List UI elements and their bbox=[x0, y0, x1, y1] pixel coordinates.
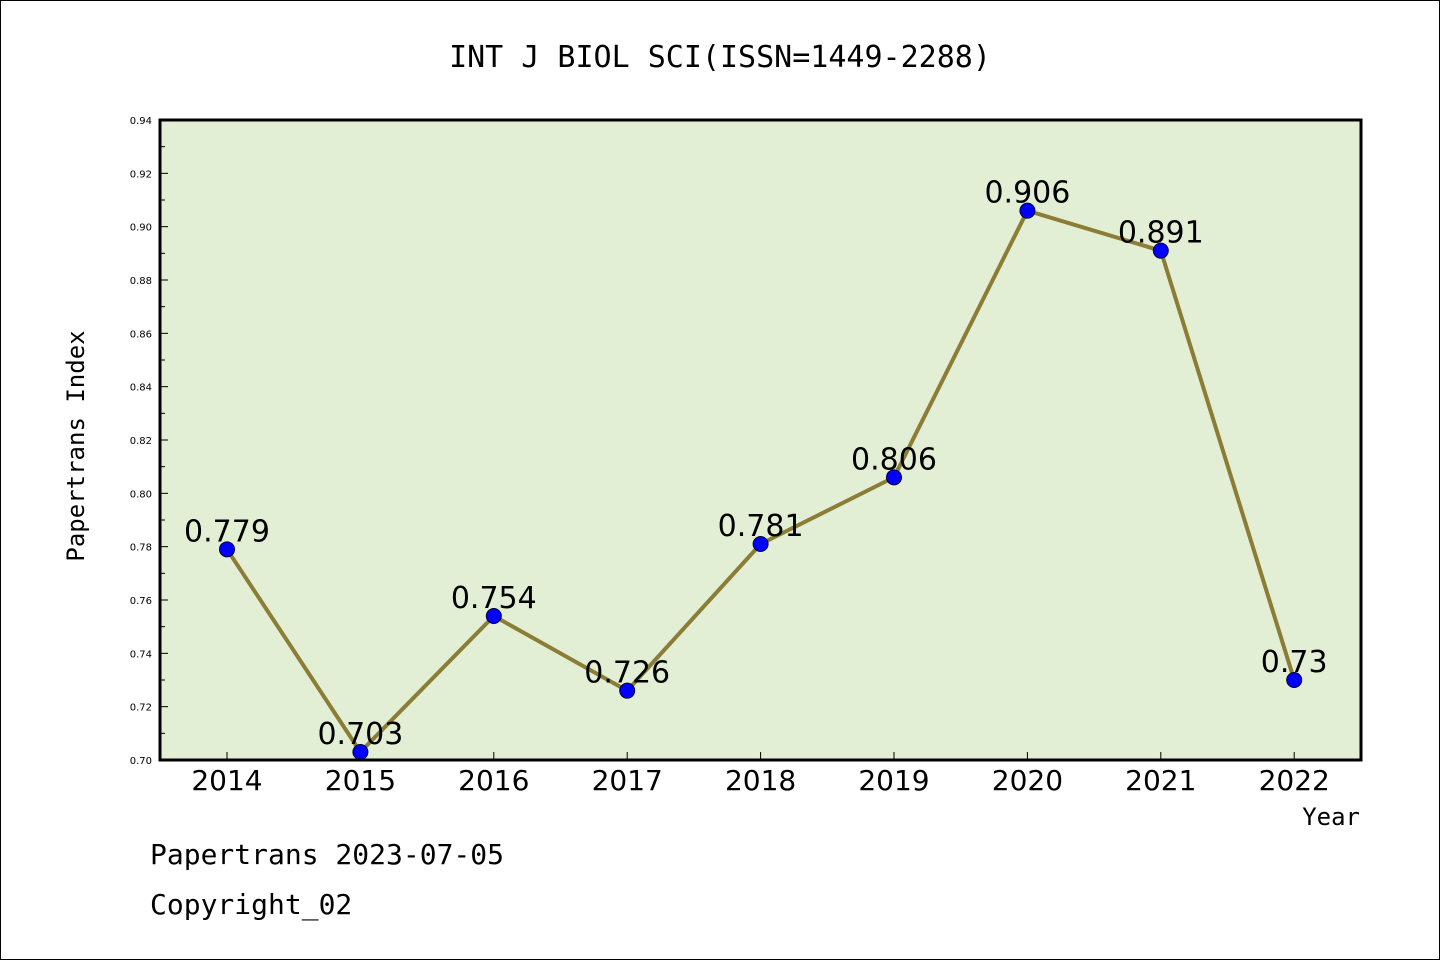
data-points bbox=[219, 202, 1303, 760]
x-axis-ticks: 2014 2015 2016 2017 2018 2019 2020 2021 2022 bbox=[191, 752, 1330, 797]
data-label: 0.726 bbox=[584, 656, 670, 691]
data-point bbox=[1152, 242, 1169, 259]
x-tick-label: 2018 bbox=[725, 764, 796, 797]
x-tick-label: 2014 bbox=[191, 764, 262, 797]
data-label: 0.781 bbox=[718, 509, 804, 544]
plot-border bbox=[158, 118, 1363, 762]
y-tick-label: 0.88 bbox=[130, 276, 152, 287]
y-tick-label: 0.90 bbox=[130, 223, 152, 234]
footer-copyright: Copyright_02 bbox=[150, 888, 352, 922]
data-point bbox=[752, 536, 769, 552]
data-label: 0.73 bbox=[1261, 645, 1328, 680]
y-tick-label: 0.82 bbox=[130, 436, 152, 447]
y-tick-label: 0.84 bbox=[130, 383, 152, 394]
y-tick-label: 0.74 bbox=[130, 649, 152, 660]
data-point bbox=[1019, 202, 1036, 219]
data-point bbox=[219, 541, 235, 558]
y-tick-label: 0.80 bbox=[130, 489, 152, 500]
data-label: 0.906 bbox=[984, 176, 1070, 211]
chart-title: INT J BIOL SCI(ISSN=1449-2288) bbox=[449, 40, 991, 75]
y-tick-label: 0.92 bbox=[130, 169, 152, 180]
x-tick-label: 2015 bbox=[325, 764, 396, 797]
footer-date: Papertrans 2023-07-05 bbox=[150, 838, 504, 871]
y-axis-ticks: 0.70 0.72 0.74 0.76 0.78 0.80 0.82 0.84 0.86 0.88… bbox=[130, 116, 168, 767]
data-labels: 0.779 0.703 0.754 0.726 0.781 0.806 0.906 0.891… bbox=[184, 176, 1328, 752]
data-label: 0.891 bbox=[1118, 216, 1204, 251]
x-tick-label: 2016 bbox=[458, 764, 529, 797]
x-tick-label: 2021 bbox=[1125, 764, 1196, 797]
y-tick-label: 0.86 bbox=[130, 329, 152, 340]
y-tick-label: 0.78 bbox=[130, 543, 152, 554]
y-tick-label: 0.76 bbox=[130, 596, 152, 607]
x-tick-label: 2019 bbox=[858, 764, 929, 797]
x-tick-label: 2020 bbox=[992, 764, 1063, 797]
x-tick-label: 2017 bbox=[592, 764, 663, 797]
data-label: 0.703 bbox=[317, 717, 403, 752]
data-point bbox=[886, 469, 902, 486]
data-point bbox=[485, 608, 502, 624]
y-axis-label: Papertrans Index bbox=[62, 330, 90, 561]
x-axis-label: Year bbox=[1302, 803, 1360, 831]
data-label: 0.806 bbox=[851, 442, 937, 477]
data-point bbox=[619, 682, 636, 699]
y-tick-label: 0.72 bbox=[130, 703, 152, 714]
data-point bbox=[1286, 672, 1303, 688]
x-tick-label: 2022 bbox=[1259, 764, 1330, 797]
data-label: 0.779 bbox=[184, 514, 270, 549]
plot-area bbox=[160, 120, 1361, 760]
y-tick-label: 0.70 bbox=[130, 756, 152, 767]
data-label: 0.754 bbox=[451, 581, 537, 616]
y-tick-label: 0.94 bbox=[130, 116, 152, 127]
